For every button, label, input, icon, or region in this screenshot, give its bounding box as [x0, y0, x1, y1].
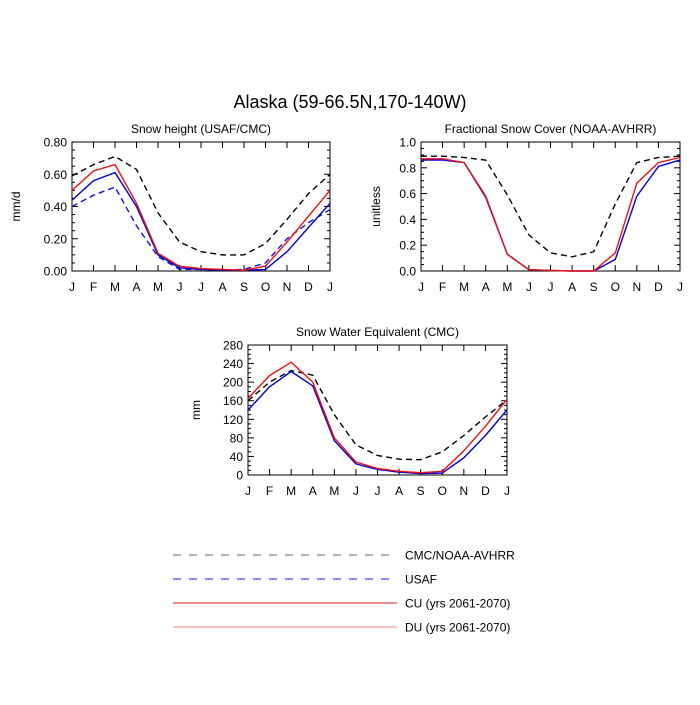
- y-tick-label: 160: [223, 394, 243, 408]
- legend-label: USAF: [405, 573, 437, 587]
- series-line-du: [71, 163, 331, 271]
- x-tick-label: O: [438, 484, 447, 498]
- x-tick-label: A: [482, 280, 490, 294]
- panel-3: Snow Water Equivalent (CMC) mm 0 40 80 120 160…: [189, 325, 510, 498]
- figure-title: Alaska (59-66.5N,170-140W): [233, 92, 466, 112]
- y-tick-label: 240: [223, 357, 243, 371]
- y-tick-label: 0.20: [44, 232, 68, 246]
- x-tick-label: M: [502, 280, 512, 294]
- panel-title: Snow Water Equivalent (CMC): [296, 325, 459, 339]
- y-axis-label: unitless: [369, 186, 383, 227]
- y-tick-label: 1.0: [399, 136, 416, 150]
- x-tick-label: A: [568, 280, 576, 294]
- legend-label: CU (yrs 2061-2070): [405, 597, 510, 611]
- x-tick-label: J: [69, 280, 75, 294]
- x-tick-label: N: [632, 280, 641, 294]
- x-tick-label: N: [283, 280, 292, 294]
- x-tick-label: A: [218, 280, 226, 294]
- x-tick-label: S: [240, 280, 248, 294]
- x-tick-label: J: [418, 280, 424, 294]
- x-tick-label: D: [304, 280, 313, 294]
- y-tick-label: 40: [230, 450, 244, 464]
- x-tick-label: J: [327, 280, 333, 294]
- x-tick-label: O: [261, 280, 270, 294]
- panel-2: Fractional Snow Cover (NOAA-AVHRR) unitle…: [369, 122, 683, 294]
- y-tick-label: 0.80: [44, 136, 68, 150]
- series-line-cu: [247, 370, 508, 475]
- y-axis-label: mm/d: [9, 192, 23, 222]
- series-line-obs: [421, 155, 681, 258]
- x-tick-label: M: [329, 484, 339, 498]
- x-tick-label: D: [481, 484, 490, 498]
- x-tick-label: J: [177, 280, 183, 294]
- x-tick-label: M: [459, 280, 469, 294]
- y-tick-label: 80: [230, 431, 244, 445]
- x-tick-label: O: [611, 280, 620, 294]
- chart-panels: Snow height (USAF/CMC)mm/d0.000.200.400.…: [9, 122, 683, 498]
- y-tick-label: 0.40: [44, 200, 68, 214]
- x-tick-label: A: [395, 484, 403, 498]
- x-tick-label: M: [286, 484, 296, 498]
- y-tick-label: 0.60: [44, 168, 68, 182]
- x-tick-label: M: [110, 280, 120, 294]
- x-tick-label: A: [132, 280, 140, 294]
- series-line-cu: [421, 159, 681, 272]
- y-tick-label: 0.2: [399, 239, 416, 253]
- y-tick-label: 0.00: [44, 265, 68, 279]
- y-tick-label: 120: [223, 413, 243, 427]
- y-tick-label: 280: [223, 339, 243, 353]
- x-tick-label: F: [90, 280, 97, 294]
- panel-1: Snow height (USAF/CMC) mm/d 0.00 0.20 0.40 0.…: [9, 122, 333, 294]
- panel-title: Snow height (USAF/CMC): [131, 122, 271, 136]
- x-tick-label: J: [375, 484, 381, 498]
- y-axis-label: mm: [189, 400, 203, 420]
- x-tick-label: F: [439, 280, 446, 294]
- x-tick-label: J: [198, 280, 204, 294]
- y-tick-label: 0.6: [399, 187, 416, 201]
- legend-label: CMC/NOAA-AVHRR: [405, 549, 515, 563]
- y-tick-label: 0.4: [399, 213, 416, 227]
- y-tick-label: 200: [223, 376, 243, 390]
- series-line-obs: [247, 369, 508, 461]
- x-tick-label: J: [548, 280, 554, 294]
- series-line-usaf: [71, 186, 331, 271]
- x-tick-label: J: [504, 484, 510, 498]
- x-tick-label: J: [245, 484, 251, 498]
- series-line-cu: [71, 171, 331, 271]
- x-tick-label: S: [590, 280, 598, 294]
- legend: CMC/NOAA-AVHRR USAF CU (yrs 2061-2070) DU (…: [173, 549, 515, 635]
- x-tick-label: J: [526, 280, 532, 294]
- series-line-du: [247, 361, 508, 474]
- x-tick-label: A: [309, 484, 317, 498]
- x-tick-label: F: [266, 484, 273, 498]
- x-tick-label: J: [677, 280, 683, 294]
- y-tick-label: 0.8: [399, 161, 416, 175]
- y-tick-label: 0.0: [399, 265, 416, 279]
- series-line-du: [421, 156, 681, 272]
- x-tick-label: N: [459, 484, 468, 498]
- panel-title: Fractional Snow Cover (NOAA-AVHRR): [445, 122, 657, 136]
- y-tick-label: 0: [236, 469, 243, 483]
- x-tick-label: M: [153, 280, 163, 294]
- x-tick-label: S: [417, 484, 425, 498]
- x-tick-label: D: [654, 280, 663, 294]
- legend-label: DU (yrs 2061-2070): [405, 621, 510, 635]
- x-tick-label: J: [353, 484, 359, 498]
- series-line-obs: [71, 155, 331, 256]
